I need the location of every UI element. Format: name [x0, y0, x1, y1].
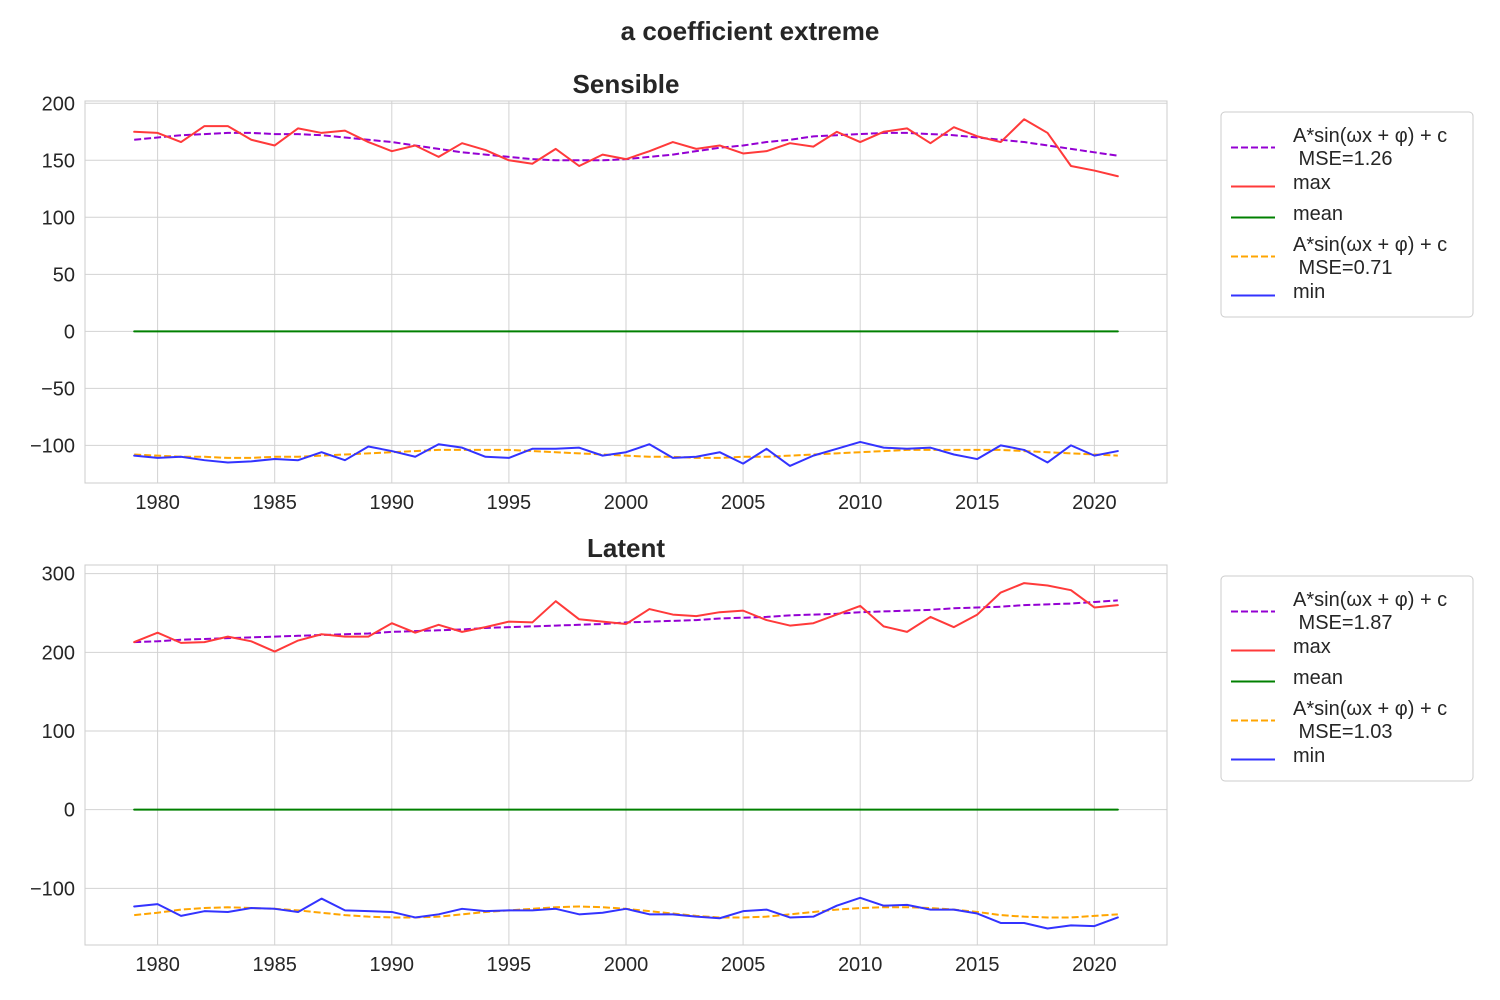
latent-x-tick-label: 1985 [252, 954, 297, 976]
latent-y-tick-label: 200 [42, 642, 75, 664]
sensible-legend-label: mean [1293, 203, 1343, 225]
latent-series-line-0-fit [134, 599, 1118, 644]
latent-y-tick-label: 300 [42, 564, 75, 586]
sensible-y-tick-label: 150 [42, 150, 75, 172]
sensible-x-tick-label: 2000 [604, 492, 649, 514]
sensible-y-tick-label: −100 [30, 435, 75, 457]
latent-title: Latent [587, 533, 665, 563]
latent-legend-label: max [1293, 636, 1331, 658]
latent-y-tick-label: −100 [30, 878, 75, 900]
latent-series-line-4-min [133, 896, 1119, 930]
sensible-y-tick-label: 0 [64, 321, 75, 343]
latent-y-tick-label: 100 [42, 721, 75, 743]
sensible-x-tick-label: 1990 [370, 492, 415, 514]
sensible-y-tick-label: 100 [42, 207, 75, 229]
latent-x-tick-label: 2015 [955, 954, 1000, 976]
latent-x-tick-label: 2000 [604, 954, 649, 976]
latent-series-line-1-max [133, 582, 1119, 653]
latent-x-tick-label: 2005 [721, 954, 766, 976]
latent-legend-label: A*sin(ωx + φ) + c MSE=1.87 [1293, 589, 1447, 634]
sensible-series-line-3-fit [134, 448, 1118, 459]
sensible-x-tick-label: 2020 [1072, 492, 1117, 514]
sensible-x-tick-label: 1995 [487, 492, 532, 514]
sensible-legend-label: A*sin(ωx + φ) + c MSE=1.26 [1293, 125, 1447, 170]
sensible-title: Sensible [573, 69, 680, 99]
sensible-x-tick-label: 1985 [252, 492, 297, 514]
sensible-x-tick-label: 2005 [721, 492, 766, 514]
sensible-y-tick-label: 50 [53, 264, 75, 286]
sensible-x-tick-label: 2010 [838, 492, 883, 514]
latent-x-tick-label: 1980 [135, 954, 180, 976]
sensible-x-tick-label: 2015 [955, 492, 1000, 514]
sensible-y-tick-label: −50 [41, 378, 75, 400]
latent-x-tick-label: 1990 [370, 954, 415, 976]
latent-legend-label: min [1293, 745, 1325, 767]
latent-legend-label: mean [1293, 667, 1343, 689]
sensible-series-line-1-max [133, 118, 1119, 178]
sensible-legend-frame [1220, 111, 1474, 318]
latent-legend-label: A*sin(ωx + φ) + c MSE=1.03 [1293, 698, 1447, 743]
latent-y-tick-label: 0 [64, 800, 75, 822]
latent-legend-frame [1220, 575, 1474, 782]
figure-title: a coefficient extreme [621, 16, 880, 46]
latent-x-tick-label: 1995 [487, 954, 532, 976]
sensible-series-line-4-min [133, 440, 1119, 467]
sensible-legend-label: A*sin(ωx + φ) + c MSE=0.71 [1293, 234, 1447, 279]
sensible-x-tick-label: 1980 [135, 492, 180, 514]
sensible-legend-label: max [1293, 172, 1331, 194]
sensible-y-tick-label: 200 [42, 93, 75, 115]
sensible-legend-label: min [1293, 281, 1325, 303]
latent-x-tick-label: 2010 [838, 954, 883, 976]
latent-x-tick-label: 2020 [1072, 954, 1117, 976]
